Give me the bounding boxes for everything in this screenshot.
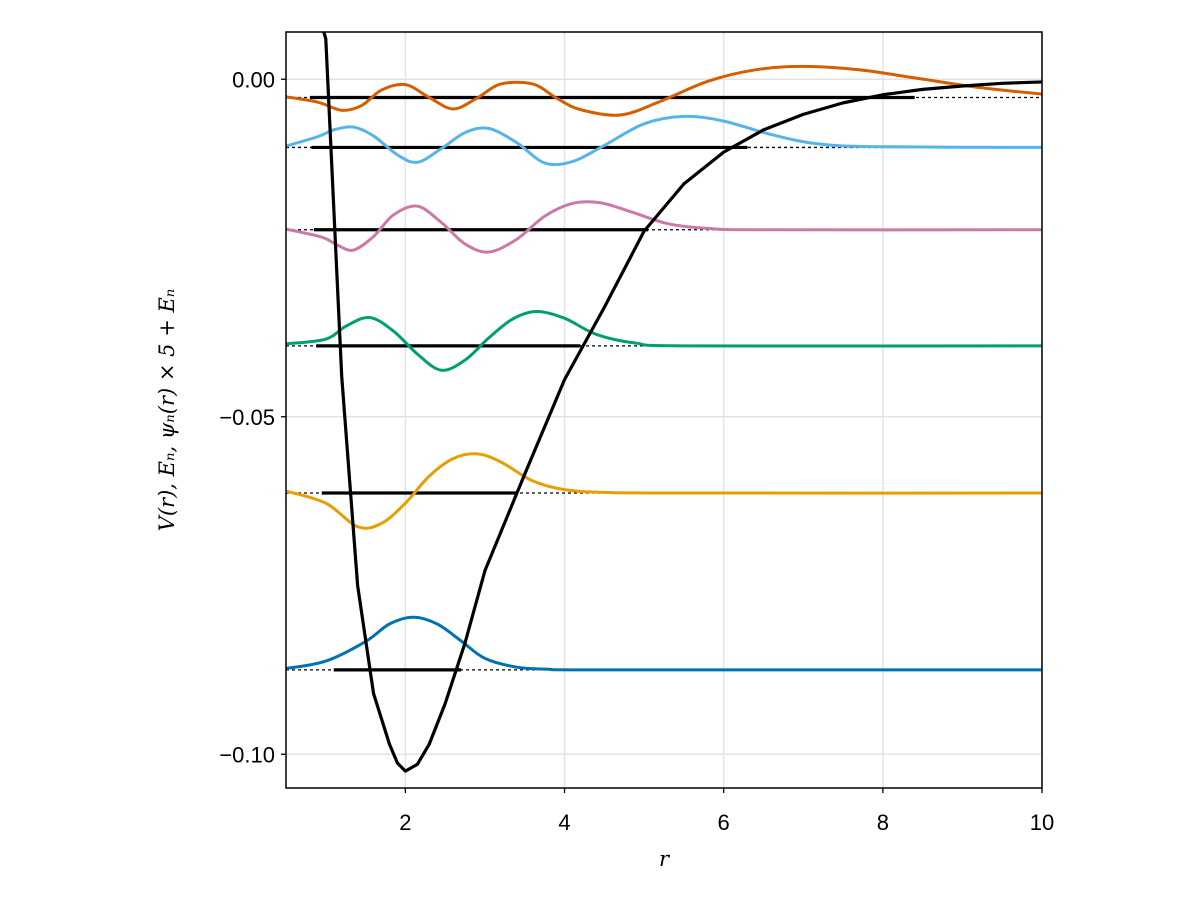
potential-curve	[322, 32, 1042, 773]
x-tick-label: 6	[718, 810, 730, 835]
x-tick-label: 4	[558, 810, 570, 835]
x-tick-label: 2	[399, 810, 411, 835]
plot-background	[286, 32, 1042, 788]
plot-frame	[285, 31, 1043, 789]
y-axis-label: V(r), Eₙ, ψₙ(r) × 5 + Eₙ	[155, 289, 179, 532]
x-tick-label: 8	[877, 810, 889, 835]
x-axis-label: r	[659, 847, 671, 871]
x-tick-label: 10	[1030, 810, 1054, 835]
potential-line	[322, 32, 1042, 773]
wavefunction-3	[286, 200, 1042, 254]
wavefunction-5	[286, 64, 1042, 117]
wavefunction-1	[286, 452, 1042, 530]
y-axis: 0.00 −0.05 −0.10	[219, 67, 286, 767]
x-axis: 2 4 6 8 10	[399, 788, 1054, 835]
wavefunction-2	[286, 309, 1042, 372]
wavefunction-4	[286, 114, 1042, 167]
y-tick-label: 0.00	[232, 67, 275, 92]
y-tick-label: −0.10	[219, 742, 275, 767]
y-tick-label: −0.05	[219, 405, 275, 430]
